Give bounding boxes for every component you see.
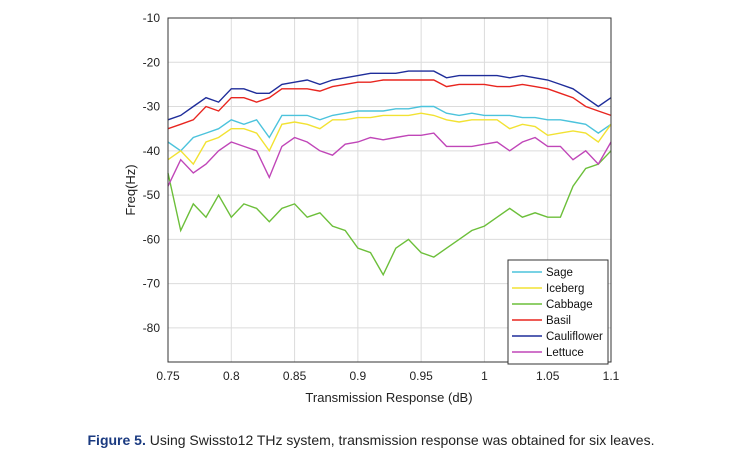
x-tick-label: 0.9 — [350, 369, 367, 383]
y-tick-label: -70 — [143, 277, 161, 291]
y-tick-label: -20 — [143, 55, 161, 69]
series-line-cabbage — [167, 150, 612, 277]
y-tick-label: -40 — [143, 144, 161, 158]
tick-labels: 0.75 0.8 0.85 0.9 0.95 1 1.05 1.1 -10 -20 -30 -40 -5… — [143, 11, 620, 383]
y-tick-label: -50 — [143, 188, 161, 202]
figure-caption: Figure 5. Using Swissto12 THz system, tr… — [0, 432, 742, 448]
y-axis-label: Freq(Hz) — [123, 164, 138, 215]
x-axis-label: Transmission Response (dB) — [305, 390, 472, 405]
legend-label-lettuce: Lettuce — [546, 347, 584, 359]
x-tick-label: 0.95 — [409, 369, 433, 383]
y-tick-label: -30 — [143, 100, 161, 114]
x-tick-label: 1.1 — [603, 369, 620, 383]
chart: 0.75 0.8 0.85 0.9 0.95 1 1.05 1.1 -10 -20 -30 -40 -5… — [123, 11, 620, 405]
series-line-lettuce — [167, 132, 612, 187]
x-tick-label: 0.8 — [223, 369, 240, 383]
caption-text: Using Swissto12 THz system, transmission… — [145, 432, 655, 448]
legend-label-cauliflower: Cauliflower — [546, 331, 603, 343]
series-line-basil — [167, 79, 612, 130]
legend-label-sage: Sage — [546, 267, 573, 279]
x-tick-label: 1.05 — [536, 369, 560, 383]
y-tick-label: -10 — [143, 11, 161, 25]
series-line-cauliflower — [167, 70, 612, 121]
legend-label-iceberg: Iceberg — [546, 283, 584, 295]
series-line-iceberg — [167, 112, 612, 166]
x-tick-label: 1 — [481, 369, 488, 383]
y-tick-label: -80 — [143, 321, 161, 335]
caption-label: Figure 5. — [87, 432, 146, 448]
legend-label-basil: Basil — [546, 315, 571, 327]
y-tick-label: -60 — [143, 232, 161, 246]
series-line-sage — [167, 105, 612, 152]
plot-frame — [167, 17, 612, 363]
legend: Sage Iceberg Cabbage Basil Cauliflower Lettuc… — [507, 259, 609, 365]
x-tick-label: 0.75 — [156, 369, 180, 383]
legend-label-cabbage: Cabbage — [546, 299, 593, 311]
series-lines — [167, 70, 612, 277]
legend-box — [507, 259, 609, 365]
x-tick-label: 0.85 — [283, 369, 307, 383]
